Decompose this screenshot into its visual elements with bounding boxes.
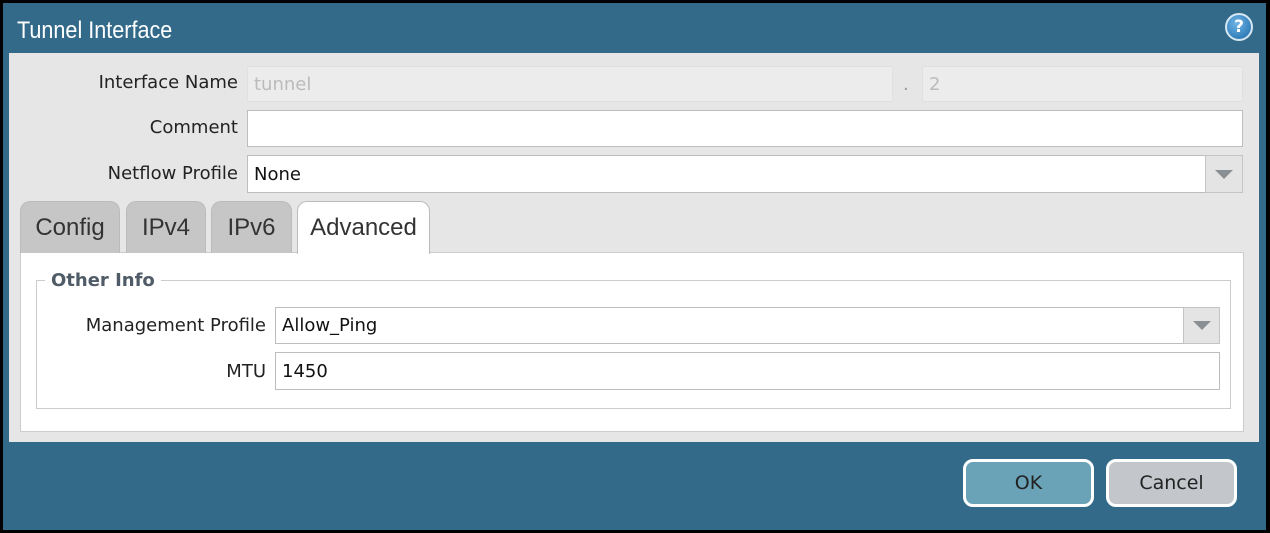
management-profile-dropdown-button[interactable] [1183, 307, 1220, 344]
mtu-input[interactable]: 1450 [275, 352, 1220, 390]
netflow-profile-select[interactable]: None [247, 155, 1206, 193]
other-info-group [36, 280, 1231, 409]
netflow-dropdown-button[interactable] [1205, 155, 1243, 193]
comment-label: Comment [149, 117, 238, 138]
cancel-button[interactable]: Cancel [1106, 459, 1237, 507]
netflow-profile-label: Netflow Profile [107, 163, 238, 184]
tab-advanced[interactable]: Advanced [297, 201, 430, 254]
help-icon[interactable]: ? [1225, 13, 1253, 41]
mtu-label: MTU [226, 361, 266, 382]
management-profile-select[interactable]: Allow_Ping [275, 307, 1184, 344]
dialog-title: Tunnel Interface [17, 17, 173, 44]
interface-name-input: tunnel [247, 66, 893, 102]
interface-name-separator: . [903, 74, 909, 95]
interface-number-input: 2 [922, 66, 1243, 102]
comment-input[interactable] [247, 110, 1243, 147]
interface-name-label: Interface Name [98, 72, 238, 93]
tab-config[interactable]: Config [20, 201, 120, 253]
tab-ipv6[interactable]: IPv6 [211, 201, 292, 253]
chevron-down-icon [1215, 169, 1233, 179]
management-profile-label: Management Profile [85, 315, 266, 336]
other-info-legend: Other Info [45, 270, 161, 291]
tab-ipv4[interactable]: IPv4 [126, 201, 206, 253]
ok-button[interactable]: OK [963, 459, 1094, 507]
chevron-down-icon [1192, 321, 1211, 330]
